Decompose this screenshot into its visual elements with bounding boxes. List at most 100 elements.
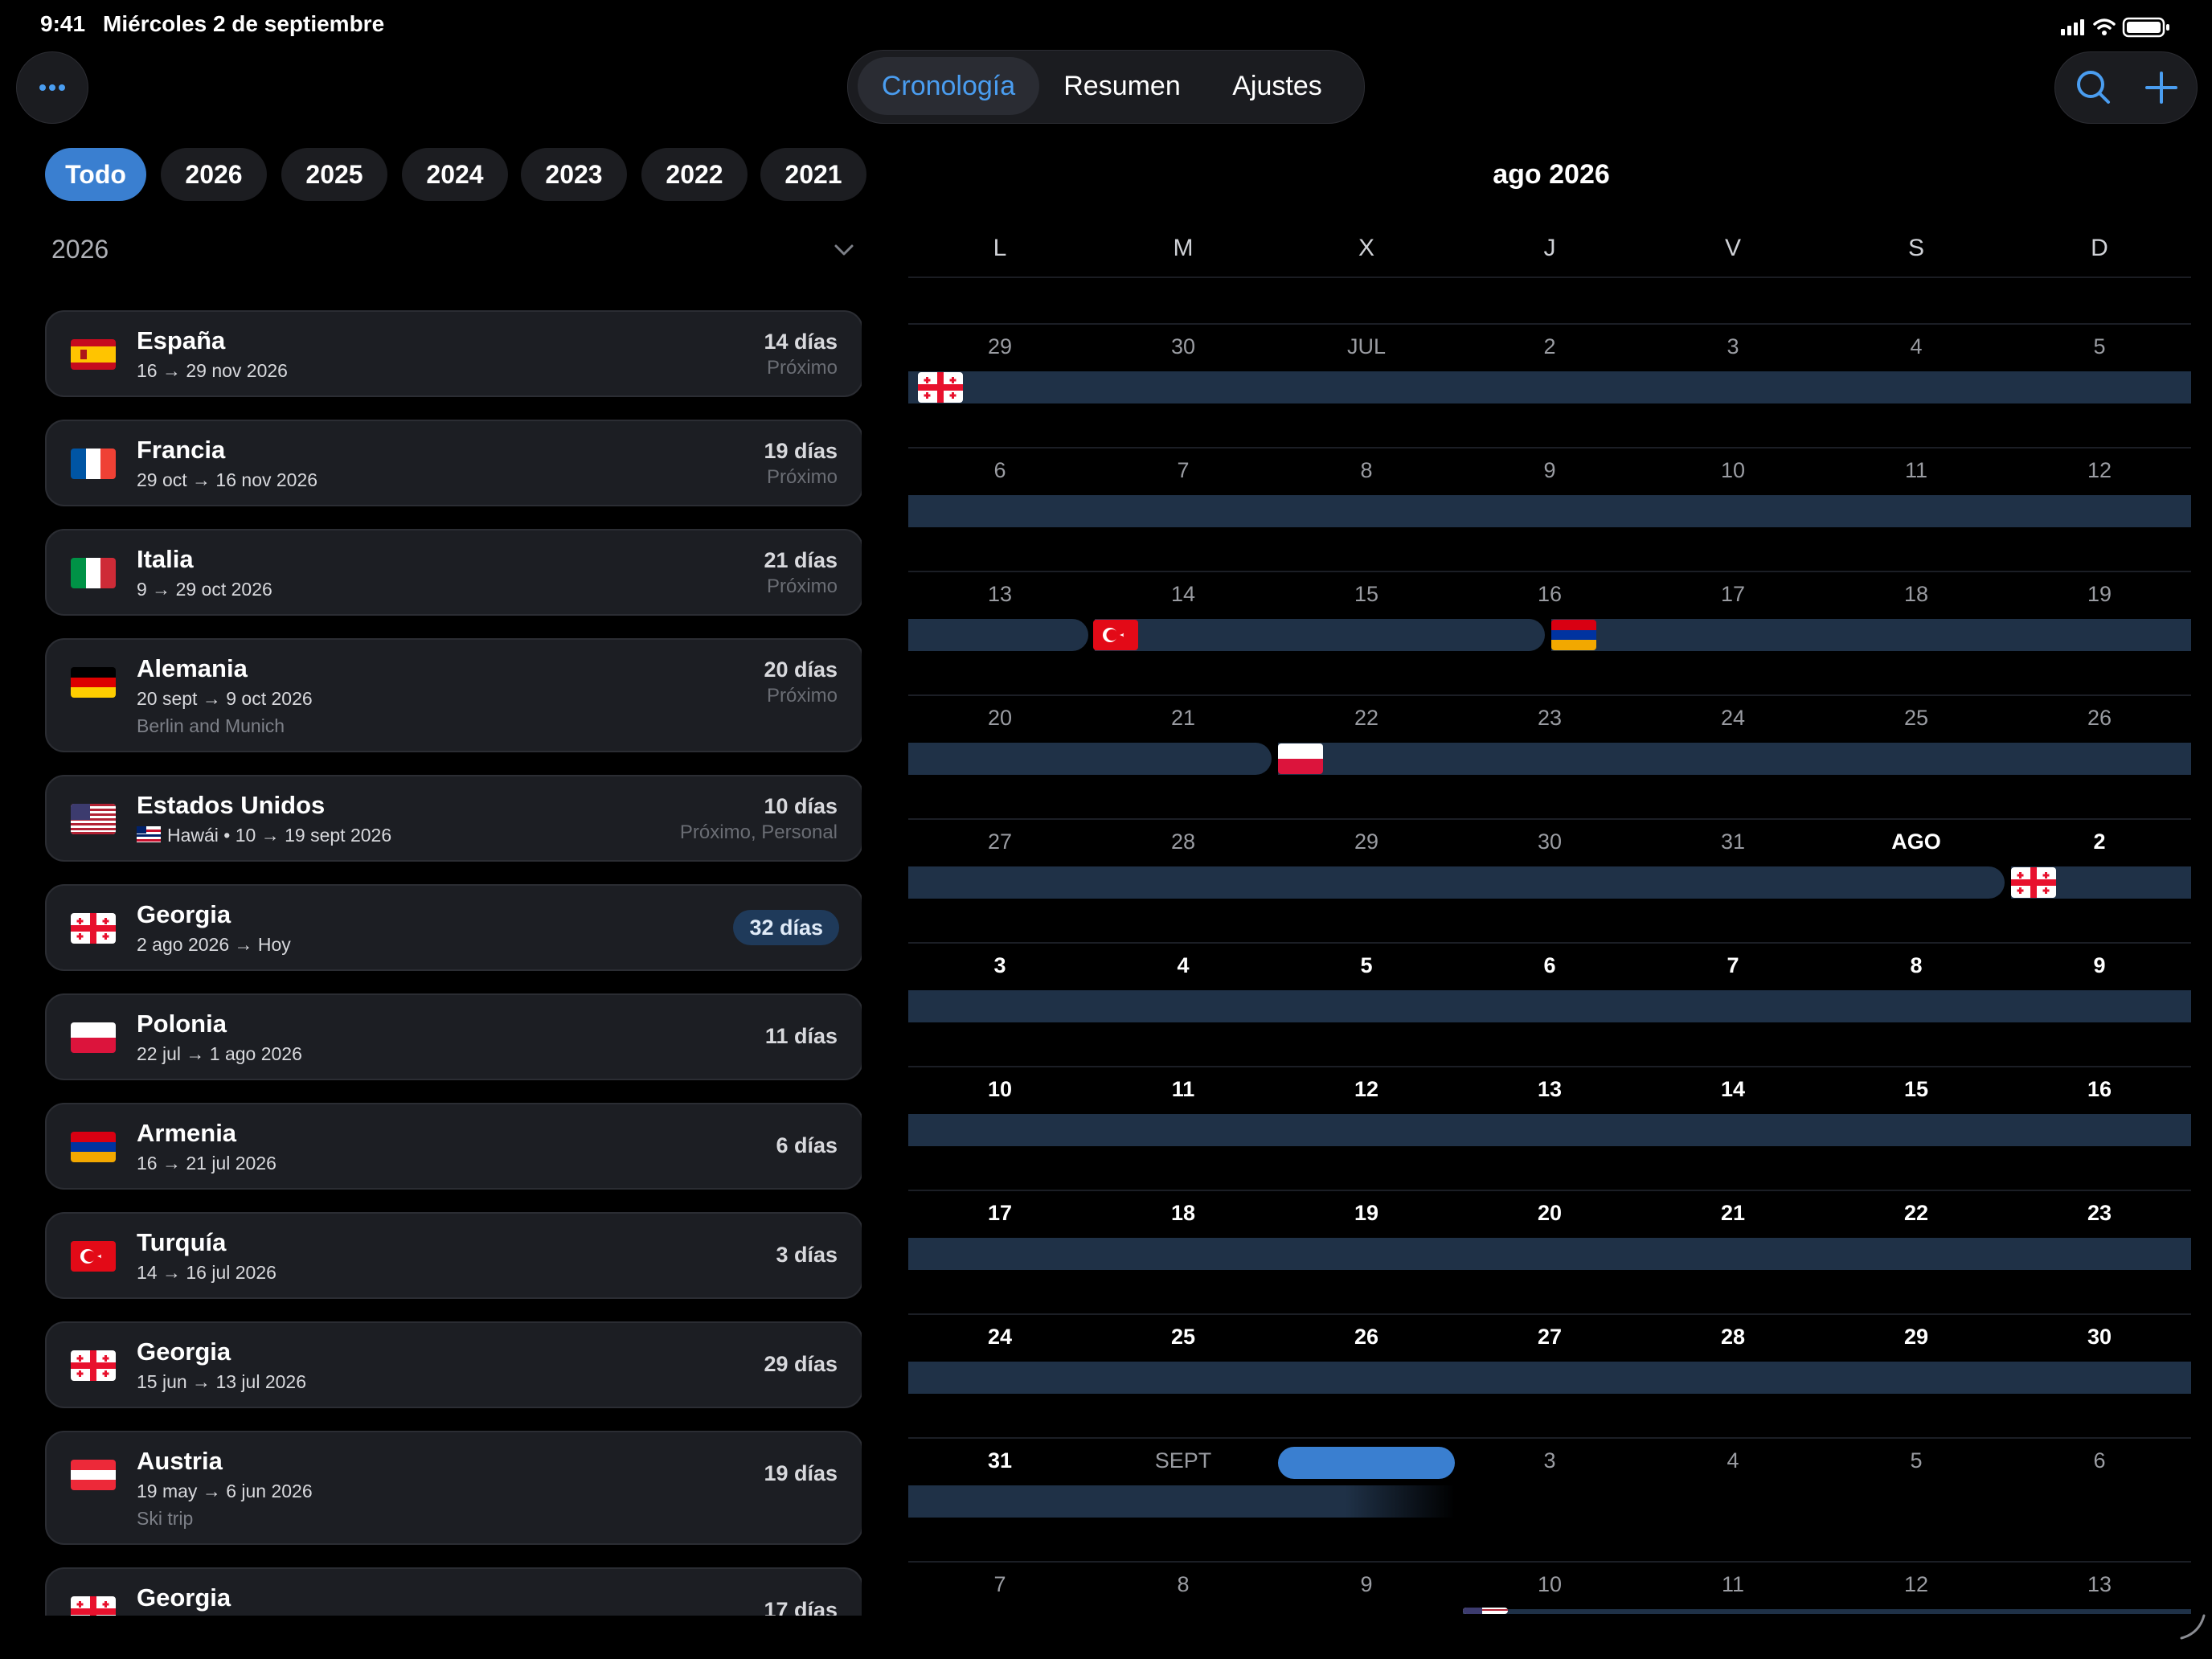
calendar-day[interactable]: 9 (1543, 458, 1556, 482)
calendar-day[interactable]: 17 (1720, 582, 1746, 606)
tab-cronologia[interactable]: Cronología (858, 57, 1039, 115)
calendar-day[interactable]: 29 (987, 334, 1013, 358)
calendar-day[interactable]: 20 (1537, 1201, 1563, 1225)
trip-bar-georgia-current[interactable] (908, 1485, 1455, 1518)
trip-card[interactable]: Armenia 16 → 21 jul 2026 6 días (45, 1103, 862, 1190)
calendar-day[interactable]: 22 (1903, 1201, 1929, 1225)
chevron-down-icon[interactable] (828, 238, 860, 262)
trip-bar-poland[interactable] (1278, 743, 2191, 775)
calendar-day[interactable]: 5 (1360, 953, 1373, 977)
calendar-day[interactable]: 19 (2087, 582, 2112, 606)
calendar-day[interactable]: 3 (1543, 1448, 1556, 1473)
calendar-day[interactable]: 21 (1720, 1201, 1746, 1225)
trip-card[interactable]: Turquía 14 → 16 jul 2026 3 días (45, 1212, 862, 1299)
trip-card[interactable]: Polonia 22 jul → 1 ago 2026 11 días (45, 993, 862, 1080)
trip-card[interactable]: Estados Unidos Hawái • 10 → 19 sept 2026… (45, 775, 862, 862)
calendar-day[interactable]: 16 (2087, 1077, 2112, 1101)
calendar-day[interactable]: SEPT (1154, 1448, 1212, 1473)
calendar-day[interactable]: 9 (2093, 953, 2106, 977)
calendar-day[interactable]: 14 (1720, 1077, 1746, 1101)
year-chip[interactable]: 2022 (641, 148, 748, 201)
trip-bar-armenia[interactable] (908, 743, 1272, 775)
add-icon[interactable] (2128, 52, 2195, 123)
calendar-day[interactable]: 10 (987, 1077, 1013, 1101)
trip-bar-georgia[interactable] (908, 495, 2191, 527)
calendar-day[interactable]: 4 (1727, 1448, 1739, 1473)
today-highlight[interactable] (1278, 1447, 1455, 1479)
trip-card[interactable]: Italia 9 → 29 oct 2026 21 días Próximo (45, 529, 862, 616)
calendar-day[interactable]: 24 (1720, 706, 1746, 730)
calendar-day[interactable]: 12 (1903, 1572, 1929, 1596)
calendar-day[interactable]: 3 (993, 953, 1006, 977)
calendar-day[interactable]: 25 (1170, 1325, 1196, 1349)
trip-card-current[interactable]: Georgia 2 ago 2026 → Hoy 32 días (45, 884, 862, 971)
calendar-day[interactable]: 17 (987, 1201, 1013, 1225)
calendar-day[interactable]: 8 (1177, 1572, 1190, 1596)
calendar-day[interactable]: 18 (1170, 1201, 1196, 1225)
calendar-day[interactable]: 18 (1903, 582, 1929, 606)
calendar-day[interactable]: 5 (2093, 334, 2106, 358)
calendar-day[interactable]: 26 (2087, 706, 2112, 730)
calendar-day[interactable]: 2 (2093, 830, 2106, 854)
trip-bar-usa[interactable] (1463, 1609, 2191, 1614)
calendar-day[interactable]: 7 (1727, 953, 1739, 977)
trip-card[interactable]: Georgia 15 jun → 13 jul 2026 29 días (45, 1321, 862, 1408)
trip-bar-georgia-current[interactable] (908, 1114, 2191, 1146)
trip-card[interactable]: Francia 29 oct → 16 nov 2026 19 días Pró… (45, 420, 862, 506)
calendar-day[interactable]: 8 (1360, 458, 1373, 482)
calendar-day[interactable]: 15 (1354, 582, 1379, 606)
calendar-day[interactable]: 10 (1720, 458, 1746, 482)
calendar-day[interactable]: 23 (2087, 1201, 2112, 1225)
calendar-day[interactable]: 12 (1354, 1077, 1379, 1101)
calendar-day[interactable]: 8 (1910, 953, 1923, 977)
trip-card[interactable]: Alemania 20 sept → 9 oct 2026 Berlin and… (45, 638, 862, 752)
search-icon[interactable] (2060, 52, 2128, 123)
year-chip-todo[interactable]: Todo (45, 148, 146, 201)
calendar-day[interactable]: 13 (1537, 1077, 1563, 1101)
year-chip[interactable]: 2026 (161, 148, 267, 201)
calendar-day[interactable]: 19 (1354, 1201, 1379, 1225)
calendar-day[interactable]: 11 (1171, 1077, 1195, 1101)
trip-bar-poland[interactable] (908, 866, 2005, 899)
trip-card[interactable]: Austria 19 may → 6 jun 2026 Ski trip 19 … (45, 1431, 862, 1545)
calendar-day[interactable]: 30 (1537, 830, 1563, 854)
calendar-day[interactable]: 27 (1537, 1325, 1563, 1349)
calendar-day[interactable]: 4 (1177, 953, 1190, 977)
calendar-day[interactable]: 27 (987, 830, 1013, 854)
calendar-day[interactable]: 16 (1537, 582, 1563, 606)
calendar-day[interactable]: 9 (1360, 1572, 1373, 1596)
calendar-day[interactable]: 22 (1354, 706, 1379, 730)
calendar-day[interactable]: 6 (2093, 1448, 2106, 1473)
trip-bar-armenia[interactable] (1551, 619, 2191, 651)
calendar-day[interactable]: 23 (1537, 706, 1563, 730)
tab-resumen[interactable]: Resumen (1063, 71, 1181, 101)
calendar-day[interactable]: 21 (1170, 706, 1196, 730)
trip-bar-georgia-current[interactable] (908, 1238, 2191, 1270)
more-button[interactable] (16, 51, 88, 124)
calendar-day[interactable]: JUL (1346, 334, 1386, 358)
calendar-day[interactable]: 31 (987, 1448, 1013, 1473)
tab-ajustes[interactable]: Ajustes (1232, 71, 1322, 101)
calendar-day[interactable]: 28 (1170, 830, 1196, 854)
calendar-day[interactable]: 29 (1354, 830, 1379, 854)
calendar-day[interactable]: 6 (993, 458, 1006, 482)
calendar-day[interactable]: 7 (993, 1572, 1006, 1596)
calendar-day[interactable]: 5 (1910, 1448, 1923, 1473)
trip-card[interactable]: Georgia 17 días (45, 1567, 862, 1616)
calendar-day[interactable]: 14 (1170, 582, 1196, 606)
trip-bar-georgia[interactable] (908, 371, 2191, 403)
calendar-day[interactable]: 30 (1170, 334, 1196, 358)
calendar-day[interactable]: 31 (1720, 830, 1746, 854)
calendar-day[interactable]: 28 (1720, 1325, 1746, 1349)
calendar-day[interactable]: 10 (1537, 1572, 1563, 1596)
year-chip[interactable]: 2021 (760, 148, 866, 201)
trip-bar-georgia-current[interactable] (908, 990, 2191, 1022)
calendar-day[interactable]: AGO (1891, 830, 1941, 854)
year-chip[interactable]: 2023 (521, 148, 627, 201)
calendar-day[interactable]: 30 (2087, 1325, 2112, 1349)
trip-card[interactable]: España 16 → 29 nov 2026 14 días Próximo (45, 310, 862, 397)
year-chip[interactable]: 2025 (281, 148, 387, 201)
calendar-day[interactable]: 15 (1903, 1077, 1929, 1101)
calendar-day[interactable]: 2 (1543, 334, 1556, 358)
trip-bar-georgia[interactable] (908, 619, 1088, 651)
